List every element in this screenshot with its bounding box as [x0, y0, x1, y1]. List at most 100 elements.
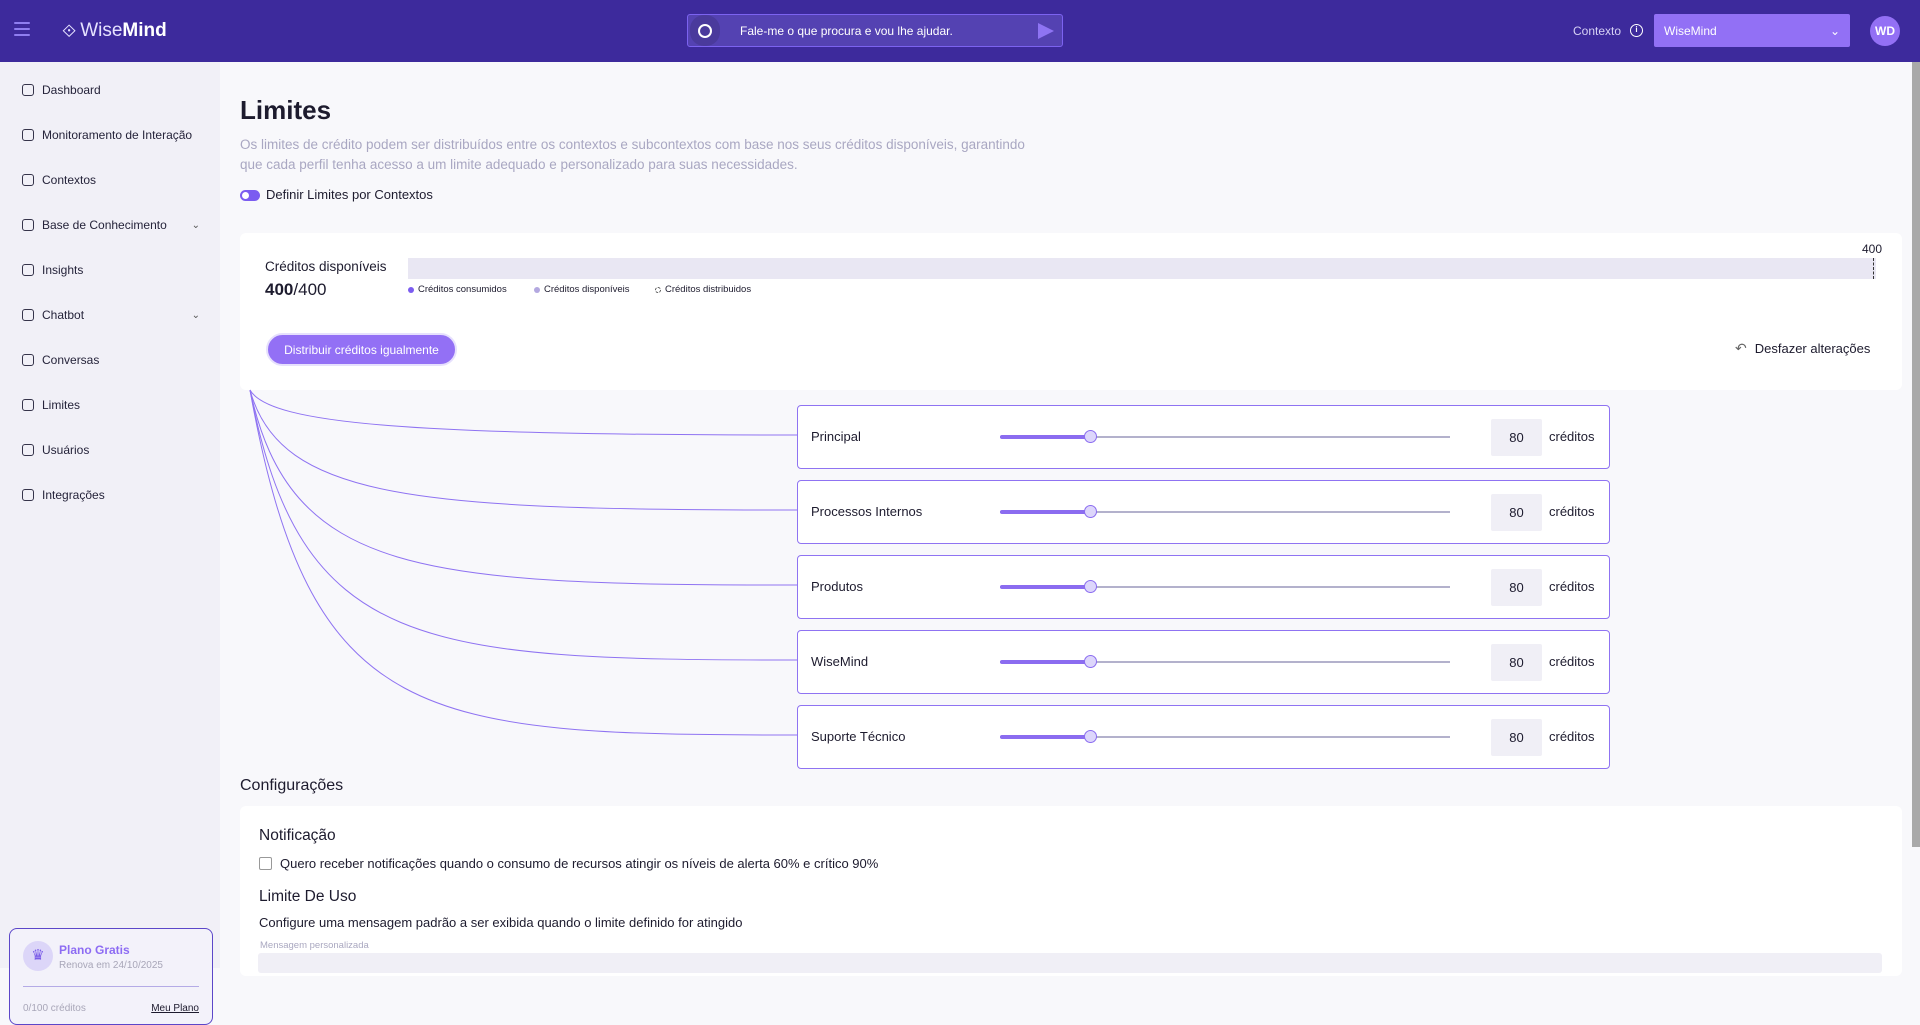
credits-card [240, 233, 1902, 390]
sidebar-item-label: Insights [42, 263, 84, 277]
chevron-down-icon: ⌄ [1829, 23, 1840, 38]
connector-line [249, 389, 798, 511]
sidebar-item-dashboard[interactable]: Dashboard [22, 83, 200, 97]
slider-fill [1000, 735, 1090, 739]
context-label: Contexto [1573, 24, 1622, 38]
credits-value: 400/400 [265, 280, 327, 299]
menu-icon[interactable] [14, 22, 30, 36]
plan-credits: 0/100 créditos [23, 1003, 86, 1014]
credit-unit: créditos [1549, 654, 1595, 669]
sidebar-item-label: Usuários [42, 443, 90, 457]
sidebar-item-label: Chatbot [42, 308, 85, 322]
conversations-icon [22, 354, 34, 366]
scrollbar[interactable] [1912, 62, 1920, 847]
context-limits-toggle[interactable] [240, 190, 260, 201]
distribute-equally-button[interactable]: Distribuir créditos igualmente [266, 333, 457, 366]
undo-changes-button[interactable]: ↶ Desfazer alterações [1735, 340, 1871, 356]
sidebar: Dashboard Monitoramento de Interação Conte… [0, 62, 220, 1025]
credit-value-input[interactable]: 80 [1491, 644, 1542, 681]
slider-fill [1000, 585, 1090, 589]
credit-slider[interactable] [1000, 505, 1450, 518]
hierarchy-icon [22, 174, 34, 186]
credit-slider[interactable] [1000, 655, 1450, 668]
slider-thumb[interactable] [1084, 580, 1097, 593]
my-plan-link[interactable]: Meu Plano [151, 1003, 199, 1014]
grid-icon [22, 84, 34, 96]
avatar[interactable]: WD [1870, 16, 1900, 46]
sidebar-item-integracoes[interactable]: Integrações [22, 488, 200, 502]
assistant-search[interactable]: Fale-me o que procura e vou lhe ajudar. [687, 14, 1063, 47]
legend-available: Créditos disponíveis [534, 284, 630, 295]
search-input[interactable]: Fale-me o que procura e vou lhe ajudar. [740, 23, 953, 38]
context-limit-row: Suporte Técnico 80 créditos [797, 705, 1610, 769]
connector-line [249, 389, 798, 736]
info-icon[interactable]: i [1630, 24, 1643, 37]
notification-checkbox[interactable] [259, 857, 272, 870]
sidebar-item-label: Integrações [42, 488, 105, 502]
send-icon[interactable] [1038, 22, 1054, 39]
slider-thumb[interactable] [1084, 730, 1097, 743]
slider-thumb[interactable] [1084, 430, 1097, 443]
knowledge-icon [22, 219, 34, 231]
credits-bar-max-marker [1873, 258, 1874, 279]
sidebar-item-label: Monitoramento de Interação [42, 128, 193, 142]
sidebar-item-conversas[interactable]: Conversas [22, 353, 200, 367]
context-name: Suporte Técnico [811, 729, 906, 744]
sidebar-item-usuarios[interactable]: Usuários [22, 443, 200, 457]
sidebar-item-contextos[interactable]: Contextos [22, 173, 200, 187]
credit-value-input[interactable]: 80 [1491, 494, 1542, 531]
logo-mark-icon: ⟐ [62, 20, 77, 41]
sidebar-item-label: Base de Conhecimento [42, 218, 167, 232]
settings-card [240, 806, 1902, 976]
sidebar-item-label: Dashboard [42, 83, 101, 97]
context-name: Produtos [811, 579, 864, 594]
credit-unit: créditos [1549, 429, 1595, 444]
sidebar-item-chatbot[interactable]: Chatbot ⌄ [22, 308, 200, 322]
assistant-icon [690, 15, 720, 46]
sidebar-item-label: Contextos [42, 173, 97, 187]
top-bar: ⟐ Wise Mind Fale-me o que procura e vou lh… [0, 0, 1920, 62]
credit-slider[interactable] [1000, 430, 1450, 443]
chat-monitor-icon [22, 129, 34, 141]
sidebar-item-label: Conversas [42, 353, 100, 367]
legend-consumed: Créditos consumidos [408, 284, 507, 295]
custom-message-input[interactable] [258, 953, 1882, 973]
sidebar-item-monitoramento-de-interacao[interactable]: Monitoramento de Interação [22, 128, 200, 142]
context-name: WiseMind [811, 654, 869, 669]
slider-thumb[interactable] [1084, 505, 1097, 518]
credit-value-input[interactable]: 80 [1491, 719, 1542, 756]
plan-card: ♛ Plano Gratis Renova em 24/10/2025 0/10… [9, 928, 213, 1025]
sidebar-item-limites[interactable]: Limites [22, 398, 200, 412]
plan-title: Plano Gratis [59, 943, 130, 957]
sidebar-item-label: Limites [42, 398, 81, 412]
credit-value-input[interactable]: 80 [1491, 569, 1542, 606]
credit-slider[interactable] [1000, 580, 1450, 593]
slider-fill [1000, 660, 1090, 664]
connector-line [249, 389, 798, 436]
sidebar-item-insights[interactable]: Insights [22, 263, 200, 277]
credit-unit: créditos [1549, 579, 1595, 594]
context-select[interactable]: WiseMind ⌄ [1654, 14, 1850, 47]
notification-checkbox-label[interactable]: Quero receber notificações quando o cons… [280, 856, 879, 871]
sidebar-item-base-de-conhecimento[interactable]: Base de Conhecimento ⌄ [22, 218, 200, 232]
context-name: Processos Internos [811, 504, 923, 519]
slider-thumb[interactable] [1084, 655, 1097, 668]
divider [23, 986, 199, 987]
toggle-label: Definir Limites por Contextos [266, 187, 433, 202]
credits-bar [408, 258, 1876, 279]
legend-distributed: Créditos distribuidos [655, 284, 751, 295]
credit-unit: créditos [1549, 504, 1595, 519]
custom-message-label: Mensagem personalizada [260, 940, 369, 951]
credit-unit: créditos [1549, 729, 1595, 744]
connector-line [249, 389, 798, 586]
credit-slider[interactable] [1000, 730, 1450, 743]
chevron-down-icon: ⌄ [191, 309, 200, 321]
credits-bar-max: 400 [1862, 242, 1883, 256]
context-limit-row: Processos Internos 80 créditos [797, 480, 1610, 544]
usage-limit-title: Limite De Uso [259, 888, 357, 905]
bot-icon [22, 309, 34, 321]
credit-value-input[interactable]: 80 [1491, 419, 1542, 456]
context-limit-row: Principal 80 créditos [797, 405, 1610, 469]
logo[interactable]: ⟐ Wise Mind [62, 20, 167, 41]
page-title: Limites [240, 95, 332, 125]
